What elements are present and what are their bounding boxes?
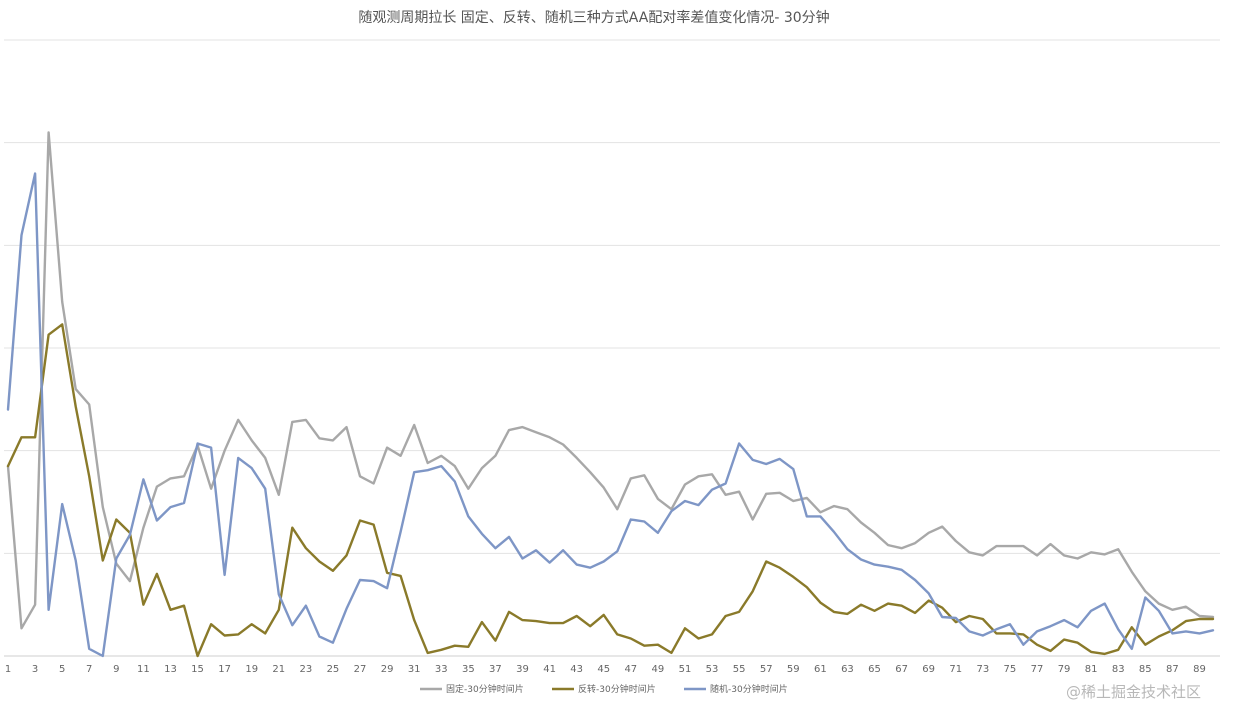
x-tick-label: 39 (516, 664, 529, 675)
x-tick-label: 11 (137, 664, 150, 675)
x-tick-label: 73 (976, 664, 989, 675)
x-tick-label: 89 (1193, 664, 1206, 675)
x-tick-label: 63 (841, 664, 854, 675)
series-lines (6, 131, 1215, 658)
x-tick-label: 69 (922, 664, 935, 675)
x-tick-label: 41 (543, 664, 556, 675)
legend-label-1: 反转-30分钟时间片 (578, 683, 656, 695)
x-tick-label: 79 (1058, 664, 1071, 675)
watermark-text: @稀土掘金技术社区 (1066, 683, 1201, 701)
x-tick-label: 83 (1112, 664, 1125, 675)
series-line-2 (6, 172, 1215, 658)
x-tick-label: 5 (59, 664, 65, 675)
x-tick-label: 7 (86, 664, 92, 675)
x-tick-label: 17 (218, 664, 231, 675)
x-tick-label: 61 (814, 664, 827, 675)
chart-title: 随观测周期拉长 固定、反转、随机三种方式AA配对率差值变化情况- 30分钟 (358, 9, 829, 26)
x-tick-label: 37 (489, 664, 502, 675)
series-line-0 (6, 131, 1215, 630)
legend-label-2: 随机-30分钟时间片 (710, 683, 788, 695)
x-tick-label: 53 (706, 664, 719, 675)
x-tick-label: 51 (679, 664, 692, 675)
x-tick-label: 49 (652, 664, 665, 675)
x-tick-label: 45 (597, 664, 610, 675)
x-tick-label: 59 (787, 664, 800, 675)
x-tick-label: 27 (354, 664, 367, 675)
x-tick-label: 15 (191, 664, 204, 675)
grid-lines (4, 39, 1220, 554)
x-tick-label: 85 (1139, 664, 1152, 675)
x-tick-label: 23 (299, 664, 312, 675)
x-tick-label: 67 (895, 664, 908, 675)
x-tick-labels: 1 3 5 7 9 11 13 15 17 19 21 23 25 27 29 31 33 35 37 39 41 43 4… (5, 664, 1206, 675)
series-line-1 (6, 323, 1215, 658)
x-tick-label: 25 (327, 664, 340, 675)
x-tick-label: 65 (868, 664, 881, 675)
x-tick-label: 31 (408, 664, 421, 675)
x-tick-label: 77 (1031, 664, 1044, 675)
x-tick-label: 75 (1004, 664, 1017, 675)
x-tick-label: 47 (624, 664, 637, 675)
x-tick-label: 21 (272, 664, 285, 675)
legend: 固定-30分钟时间片 反转-30分钟时间片 随机-30分钟时间片 (420, 683, 788, 695)
x-tick-label: 35 (462, 664, 475, 675)
x-tick-label: 57 (760, 664, 773, 675)
x-tick-label: 9 (113, 664, 119, 675)
x-tick-label: 19 (245, 664, 258, 675)
x-tick-label: 43 (570, 664, 583, 675)
x-tick-label: 87 (1166, 664, 1179, 675)
x-tick-label: 33 (435, 664, 448, 675)
x-tick-label: 81 (1085, 664, 1098, 675)
x-tick-label: 55 (733, 664, 746, 675)
x-tick-label: 3 (32, 664, 38, 675)
x-tick-label: 29 (381, 664, 394, 675)
x-tick-label: 13 (164, 664, 177, 675)
x-tick-label: 71 (949, 664, 962, 675)
x-tick-label: 1 (5, 664, 11, 675)
legend-label-0: 固定-30分钟时间片 (446, 683, 524, 695)
